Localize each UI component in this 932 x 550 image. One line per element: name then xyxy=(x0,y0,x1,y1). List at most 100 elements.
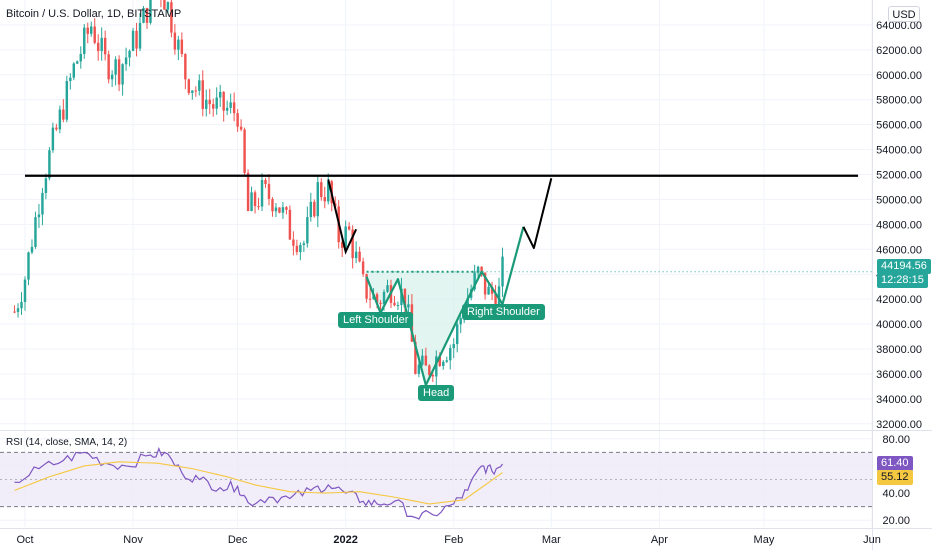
candle-body xyxy=(407,304,410,308)
candle-body xyxy=(72,63,76,78)
head-shoulders-fill xyxy=(366,271,482,386)
candle-body xyxy=(246,172,250,211)
candle-body xyxy=(320,182,323,198)
candle-body xyxy=(264,179,267,185)
price-tick-label: 38000.00 xyxy=(876,344,922,356)
time-tick-label: Apr xyxy=(651,534,668,546)
candle-body xyxy=(124,57,128,65)
price-tick-label: 64000.00 xyxy=(876,20,922,32)
candle-body xyxy=(501,256,504,287)
price-tick-label: 32000.00 xyxy=(876,419,922,431)
candle-body xyxy=(34,217,37,247)
rsi-tick-label: 80.00 xyxy=(882,434,910,446)
candle-body xyxy=(445,360,448,362)
candle-body xyxy=(142,7,145,23)
candle-body xyxy=(205,99,208,109)
symbol-title[interactable]: Bitcoin / U.S. Dollar, 1D, BITSTAMP xyxy=(6,8,182,20)
candle-body xyxy=(79,53,82,62)
candle-body xyxy=(455,324,459,345)
candle-body xyxy=(365,274,368,299)
candle-body xyxy=(344,226,347,248)
candle-body xyxy=(414,341,417,374)
candle-body xyxy=(347,226,351,230)
candle-body xyxy=(37,214,41,218)
candle-body xyxy=(403,288,407,308)
candle-body xyxy=(100,37,103,52)
candle-body xyxy=(44,178,48,194)
rsi-line xyxy=(14,446,504,520)
time-tick-label: Dec xyxy=(228,534,248,546)
candle-body xyxy=(306,217,309,244)
candle-body xyxy=(354,251,358,259)
last-price-tag: 44194.56 xyxy=(877,259,931,274)
drop-projection-path xyxy=(327,179,358,255)
rsi-tick-label: 40.00 xyxy=(882,488,910,500)
candle-body xyxy=(417,364,421,374)
candle-body xyxy=(260,179,264,207)
candle-body xyxy=(379,302,382,305)
price-tick-label: 52000.00 xyxy=(876,169,922,181)
candle-body xyxy=(361,261,365,275)
candle-body xyxy=(41,193,44,215)
candle-body xyxy=(117,59,121,85)
price-tick-label: 34000.00 xyxy=(876,394,922,406)
candle-body xyxy=(191,90,194,93)
candle-body xyxy=(476,266,480,273)
candle-body xyxy=(257,206,260,208)
candle-body xyxy=(253,192,257,207)
candle-body xyxy=(90,26,93,34)
price-tick-label: 46000.00 xyxy=(876,244,922,256)
candle-body xyxy=(281,207,285,213)
currency-button[interactable]: USD xyxy=(888,6,920,22)
candle-body xyxy=(480,266,483,273)
pattern-path xyxy=(365,226,525,387)
candle-body xyxy=(243,129,246,173)
candle-body xyxy=(13,311,16,313)
time-tick-label: May xyxy=(754,534,775,546)
candle-body xyxy=(86,27,89,34)
candle-body xyxy=(23,279,27,302)
rsi-layer xyxy=(0,446,872,520)
price-tick-label: 42000.00 xyxy=(876,294,922,306)
candle-body xyxy=(340,242,344,248)
candle-body xyxy=(368,298,372,300)
candle-body xyxy=(239,126,243,130)
candle-body xyxy=(375,294,379,303)
price-tick-label: 56000.00 xyxy=(876,120,922,132)
candle-body xyxy=(55,127,58,130)
candle-body xyxy=(138,22,142,49)
candle-body xyxy=(166,2,170,10)
price-tick-label: 40000.00 xyxy=(876,319,922,331)
candle-body xyxy=(30,246,34,253)
candle-body xyxy=(145,7,149,23)
candle-body xyxy=(103,37,107,55)
candle-body xyxy=(222,91,225,111)
candle-body xyxy=(194,90,198,92)
candle-body xyxy=(107,54,110,80)
candle-body xyxy=(288,209,292,240)
candle-body xyxy=(309,201,313,218)
candle-body xyxy=(110,74,114,80)
candle-body xyxy=(421,355,424,365)
price-tick-label: 36000.00 xyxy=(876,369,922,381)
candle-body xyxy=(473,272,476,290)
candle-body xyxy=(27,252,30,280)
candle-body xyxy=(173,32,177,50)
candle-body xyxy=(494,293,497,309)
candle-body xyxy=(20,301,23,309)
time-tick-label: Jun xyxy=(863,534,881,546)
candle-body xyxy=(302,243,306,245)
candle-body xyxy=(313,201,316,217)
pattern-layer xyxy=(366,271,482,386)
candle-body xyxy=(93,26,96,43)
candle-body xyxy=(431,374,435,377)
candle-body xyxy=(424,355,428,366)
overlay-layer xyxy=(25,174,872,387)
candle-body xyxy=(487,286,490,295)
candle-body xyxy=(316,182,320,217)
candle-body xyxy=(449,348,452,361)
rsi-title[interactable]: RSI (14, close, SMA, 14, 2) xyxy=(6,437,128,448)
candle-body xyxy=(490,286,494,294)
candle-body xyxy=(428,365,431,375)
